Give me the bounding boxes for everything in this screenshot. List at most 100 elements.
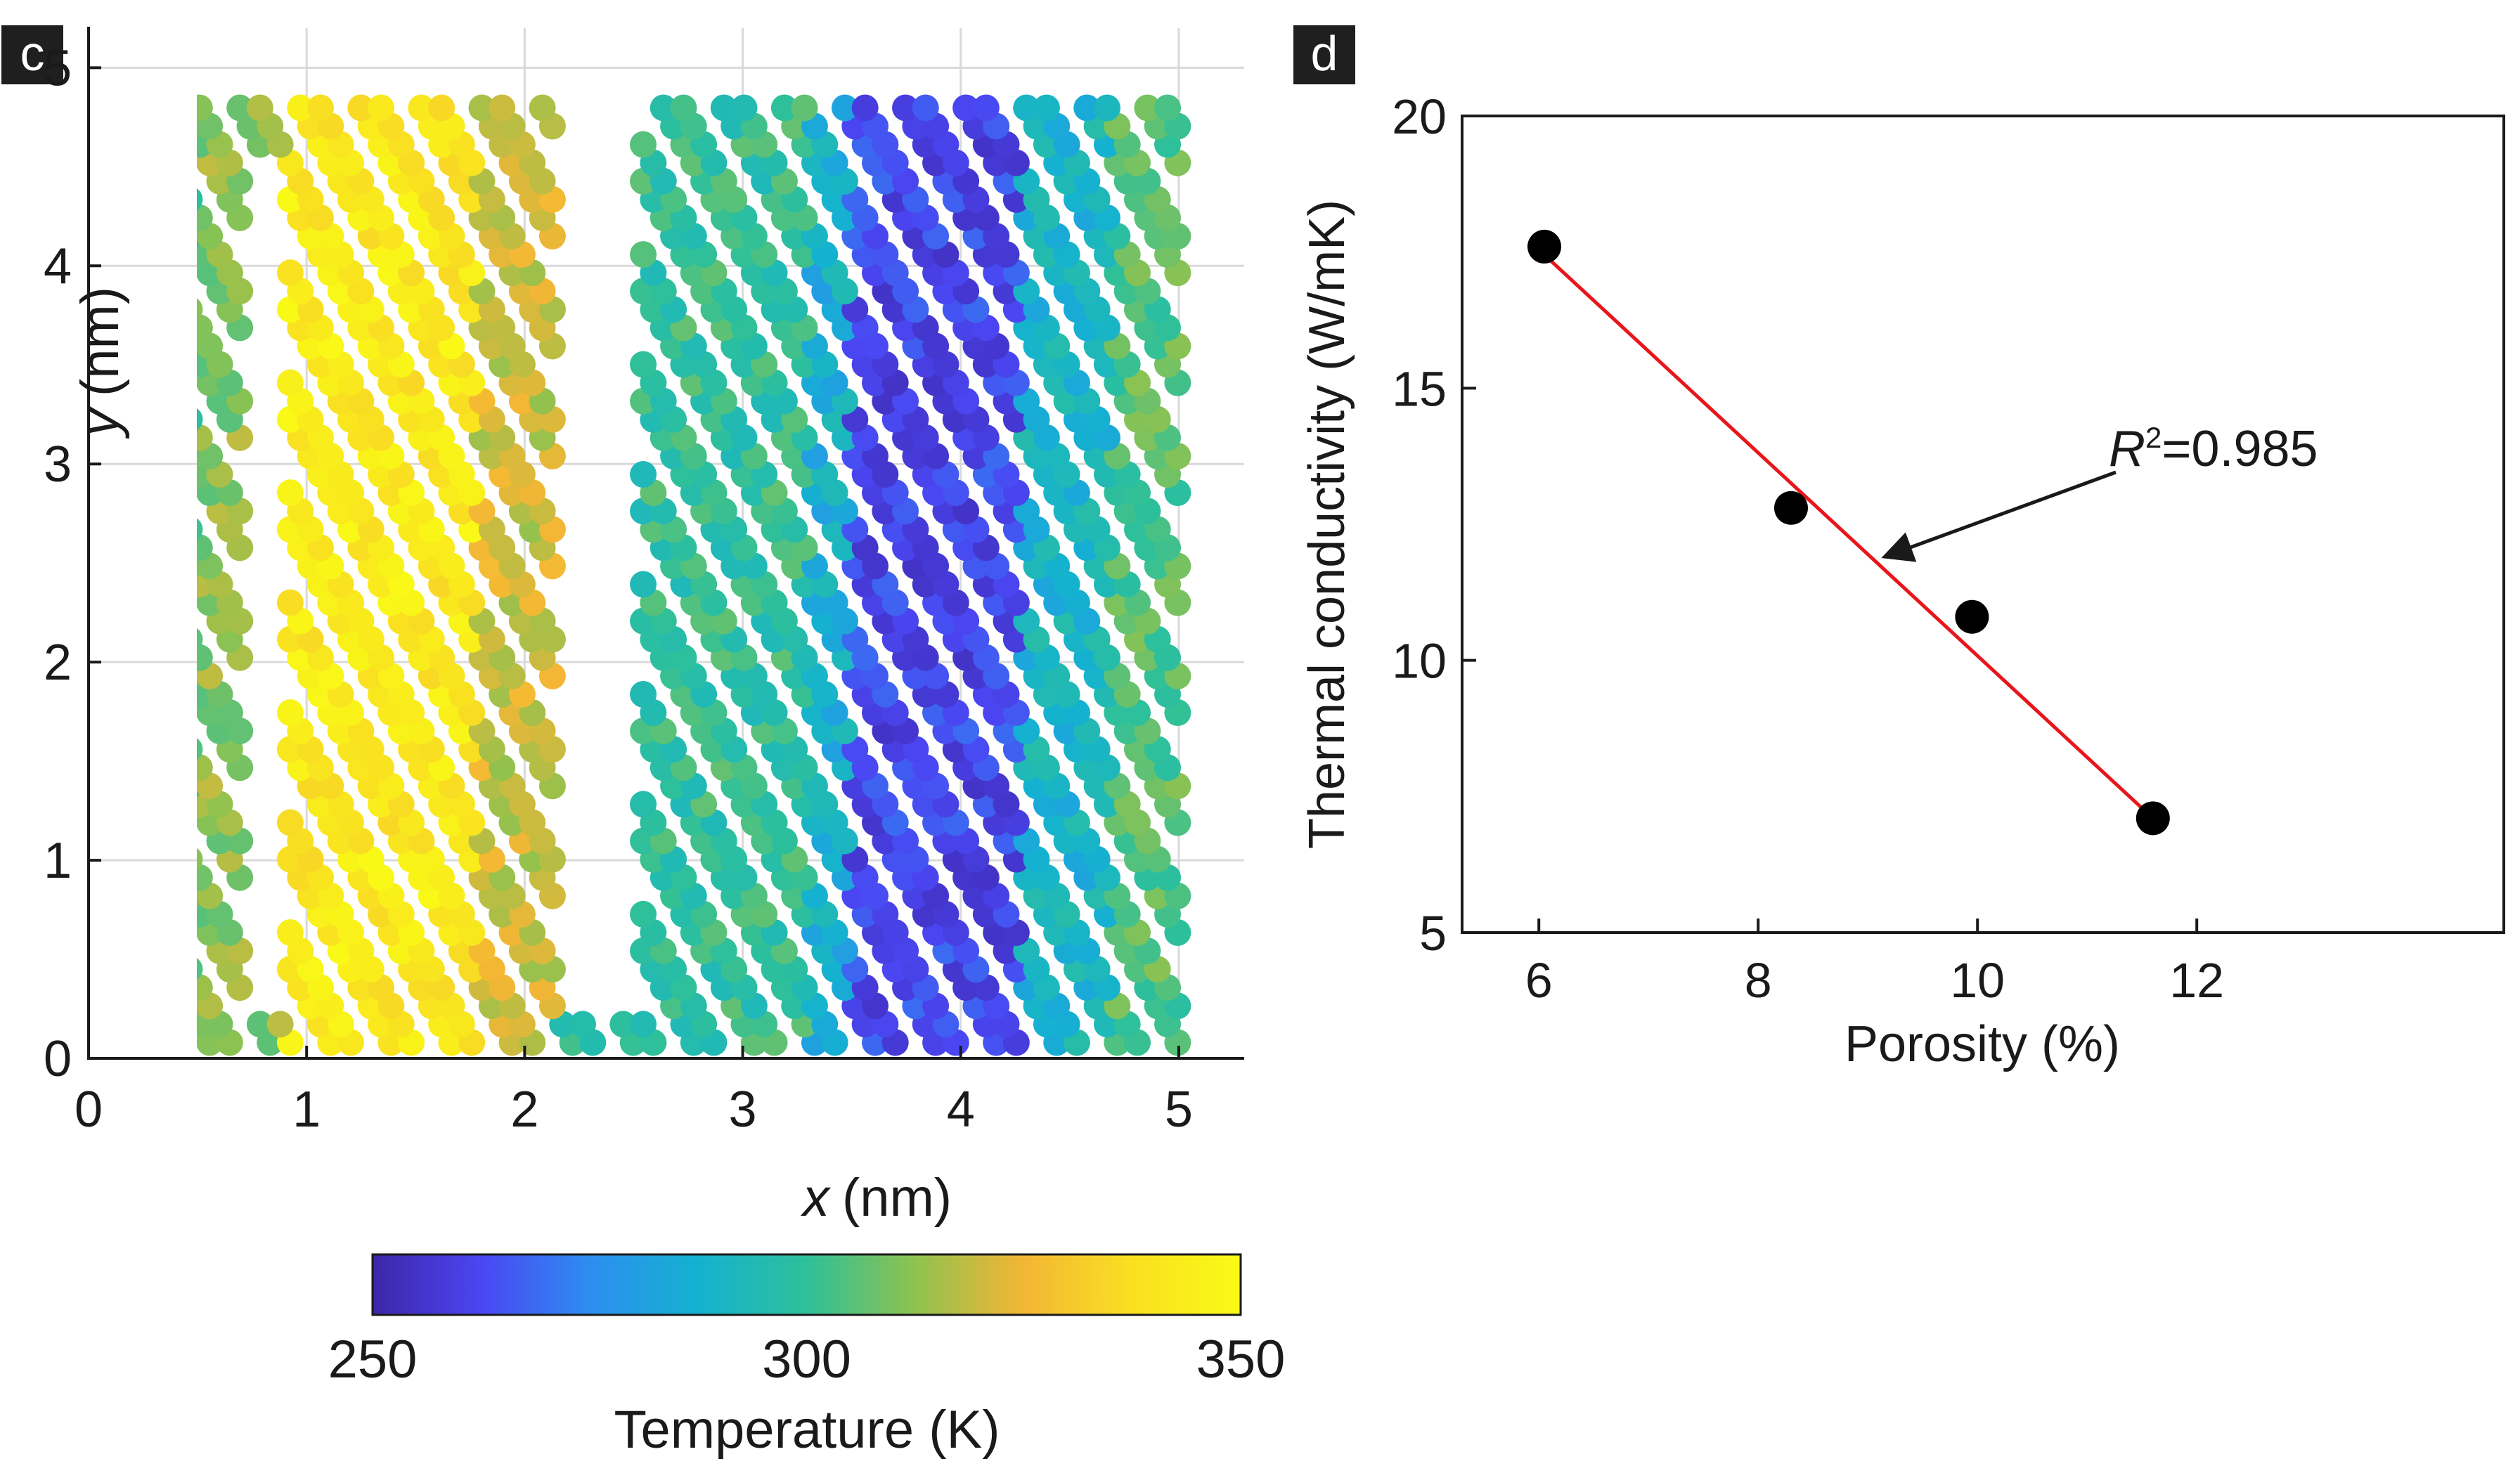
panel-d-y-axis-label: Thermal conductivity (W/mK) <box>1299 200 1355 849</box>
x-tick-label: 10 <box>1950 953 2005 1008</box>
y-tick-label: 3 <box>44 436 72 493</box>
colorbar-tick-label: 250 <box>328 1330 418 1389</box>
x-tick-label: 8 <box>1745 953 1772 1008</box>
x-tick-label: 12 <box>2169 953 2224 1008</box>
atom <box>166 608 193 635</box>
x-tick-label: 1 <box>292 1082 321 1138</box>
atom <box>146 131 172 158</box>
atom <box>912 94 939 122</box>
atom <box>146 791 172 817</box>
atom <box>105 608 132 635</box>
atom <box>136 1029 162 1056</box>
atom <box>146 571 172 597</box>
colorbar-tick-label: 300 <box>762 1330 851 1389</box>
atom <box>126 974 153 1001</box>
x-tick-label: 4 <box>947 1082 975 1138</box>
atom <box>197 314 213 342</box>
atom <box>166 534 193 561</box>
atom <box>136 332 162 359</box>
atom <box>126 131 153 158</box>
panel-d-plot-frame <box>1461 115 2505 934</box>
atom <box>197 298 203 321</box>
atom <box>156 956 183 982</box>
atom <box>197 204 213 231</box>
atom <box>96 479 122 506</box>
atom <box>146 388 172 415</box>
atom <box>115 883 142 909</box>
y-tick-label: 0 <box>44 1031 72 1087</box>
data-point <box>1774 491 1808 525</box>
panel-c-temperature-map <box>96 94 1191 1056</box>
atom <box>306 94 334 122</box>
panel-d-data-points <box>1527 229 2170 836</box>
atom <box>468 94 496 122</box>
atom <box>276 259 304 287</box>
atom <box>197 94 213 122</box>
atom <box>126 681 153 708</box>
atom <box>630 131 657 158</box>
atom <box>115 186 142 213</box>
atom <box>115 223 142 249</box>
atom <box>115 956 142 982</box>
atom <box>791 94 818 122</box>
atom <box>972 94 1000 122</box>
atom <box>347 94 375 122</box>
atom <box>146 828 172 855</box>
atom <box>166 754 193 781</box>
atom <box>115 772 142 799</box>
atom <box>136 552 162 579</box>
atom <box>105 498 132 524</box>
atom <box>529 94 556 122</box>
panel-d-letter-box <box>1293 25 1355 84</box>
y-tick-label: 15 <box>1392 361 1447 416</box>
atom <box>166 314 193 341</box>
y-tick-label: 1 <box>44 833 72 889</box>
panel-c-y-axis-var: y <box>70 406 130 439</box>
atom <box>710 94 737 122</box>
atom <box>96 736 122 763</box>
atom <box>146 461 172 488</box>
colorbar-tick-label: 350 <box>1196 1330 1286 1389</box>
atom <box>136 810 162 836</box>
atom <box>156 370 183 396</box>
atom <box>96 810 122 836</box>
r-squared-var: R <box>2109 421 2145 477</box>
atom <box>166 864 193 891</box>
atom <box>136 663 162 689</box>
data-point <box>1527 229 1561 264</box>
colorbar-label: Temperature (K) <box>614 1400 1000 1460</box>
atom <box>197 424 213 451</box>
atom <box>136 150 162 176</box>
x-tick-label: 6 <box>1525 953 1553 1008</box>
atom <box>197 408 203 431</box>
r-squared-annotation: R2=0.985 <box>2109 421 2318 477</box>
panel-c-axes <box>87 27 1244 1060</box>
panel-c-x-axis-var: x <box>800 1168 832 1228</box>
atom <box>489 94 516 122</box>
atom <box>952 94 980 122</box>
atom <box>1073 94 1101 122</box>
atom <box>156 406 183 433</box>
atom <box>105 644 132 671</box>
atom <box>287 94 314 122</box>
atom <box>146 681 172 708</box>
atom <box>166 828 193 855</box>
atom <box>115 626 142 653</box>
panel-d-x-axis-label: Porosity (%) <box>1844 1016 2120 1072</box>
atom <box>197 958 203 980</box>
colorbar <box>371 1253 1242 1316</box>
atom <box>166 644 193 671</box>
atom <box>1033 94 1060 122</box>
atom <box>197 518 203 541</box>
atom <box>630 571 657 598</box>
atom <box>105 205 132 231</box>
atom <box>368 94 395 122</box>
panel-c-x-axis-label: x (nm) <box>800 1168 952 1228</box>
atom <box>156 259 183 286</box>
atom <box>156 1029 183 1056</box>
atom <box>136 443 162 469</box>
atom <box>136 883 162 909</box>
data-point <box>1955 599 1989 634</box>
